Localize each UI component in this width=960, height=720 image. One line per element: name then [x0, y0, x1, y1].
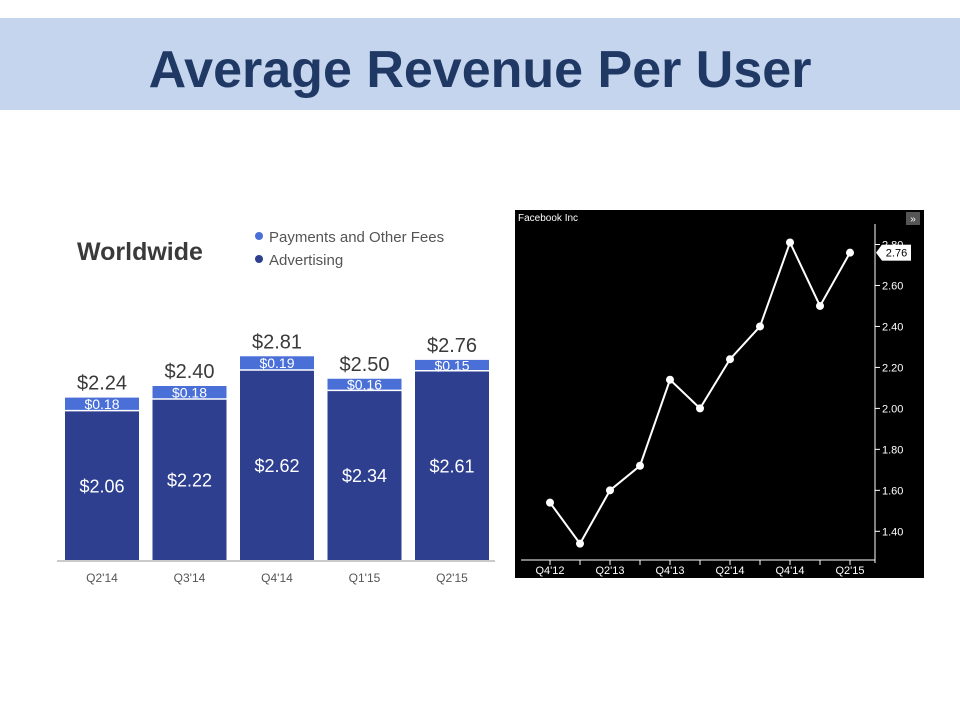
expand-button-label: »: [910, 214, 916, 225]
x-tick-label: Q2'13: [595, 565, 624, 577]
line-chart-panel: [515, 210, 924, 578]
legend-advertising-label: Advertising: [269, 252, 343, 269]
last-value-tag: [882, 244, 911, 261]
bar-payments: [240, 356, 314, 371]
arpu-data-point: [606, 486, 614, 495]
arpu-data-point: [756, 322, 764, 331]
last-value-label: 2.76: [886, 248, 907, 260]
total-value-label: $2.50: [339, 354, 389, 376]
total-value-label: $2.40: [164, 361, 214, 383]
y-tick-label: 1.40: [882, 526, 903, 538]
expand-button[interactable]: [906, 212, 920, 225]
x-category-label: Q4'14: [261, 571, 293, 585]
legend-payments-label: Payments and Other Fees: [269, 229, 444, 246]
bar-payments: [327, 378, 402, 391]
advertising-value-label: $2.62: [254, 456, 299, 476]
slide-title: Average Revenue Per User: [148, 41, 812, 99]
bar-payments: [152, 386, 227, 400]
y-tick-label: 2.60: [882, 280, 903, 292]
advertising-value-label: $2.22: [167, 471, 212, 491]
x-tick-label: Q2'14: [715, 565, 744, 577]
payments-value-label: $0.16: [347, 377, 382, 393]
bar-marks: $2.06$0.18$2.24Q2'14$2.22$0.18$2.40Q3'14…: [65, 331, 489, 585]
y-tick-label: 2.20: [882, 362, 903, 374]
arpu-data-point: [546, 498, 554, 507]
payments-value-label: $0.19: [259, 355, 294, 371]
arpu-data-point: [696, 404, 704, 413]
last-value-pointer: [876, 244, 882, 261]
arpu-data-point: [666, 375, 674, 384]
title-band: Average Revenue Per User: [0, 18, 960, 110]
bar-chart-title: Worldwide: [77, 238, 203, 266]
worldwide-arpu-bar-chart: Worldwide Payments and Other Fees Advert…: [57, 229, 495, 585]
line-chart-title: Facebook Inc: [518, 213, 578, 224]
line-chart-marks: 2.76: [546, 238, 911, 548]
line-chart-axes: 1.401.601.802.002.202.402.602.80Q4'12Q2'…: [535, 239, 903, 577]
bar-advertising: [240, 370, 314, 560]
x-tick-label: Q2'15: [835, 565, 864, 577]
bar-advertising: [327, 390, 402, 560]
x-category-label: Q1'15: [349, 571, 381, 585]
x-tick-label: Q4'13: [655, 565, 684, 577]
arpu-data-point: [816, 301, 824, 310]
arpu-data-point: [636, 461, 644, 470]
x-tick-label: Q4'14: [775, 565, 804, 577]
bar-payments: [415, 359, 489, 371]
bar-advertising: [152, 399, 227, 560]
bar-advertising: [415, 370, 489, 560]
x-tick-label: Q4'12: [535, 565, 564, 577]
total-value-label: $2.24: [77, 373, 127, 395]
legend-advertising-marker: [255, 255, 263, 263]
bar-advertising: [65, 410, 139, 560]
arpu-data-point: [786, 238, 794, 247]
x-category-label: Q2'14: [86, 571, 118, 585]
total-value-label: $2.76: [427, 335, 477, 357]
legend-payments-marker: [255, 232, 263, 240]
arpu-data-point: [726, 355, 734, 364]
facebook-arpu-line-chart: Facebook Inc » 1.40 1.60 1.80 2.00 2.20 2.40 2…: [515, 210, 924, 578]
advertising-value-label: $2.61: [429, 456, 474, 476]
y-tick-label: 1.80: [882, 444, 903, 456]
advertising-value-label: $2.34: [342, 466, 387, 486]
payments-value-label: $0.18: [84, 396, 119, 412]
x-category-label: Q3'14: [174, 571, 206, 585]
y-tick-label: 2.40: [882, 321, 903, 333]
payments-value-label: $0.18: [172, 385, 207, 401]
y-tick-label: 2.00: [882, 403, 903, 415]
y-tick-label: 1.60: [882, 485, 903, 497]
x-category-label: Q2'15: [436, 571, 468, 585]
advertising-value-label: $2.06: [79, 476, 124, 496]
payments-value-label: $0.15: [434, 357, 469, 373]
arpu-data-point: [846, 248, 854, 257]
arpu-data-point: [576, 539, 584, 548]
bar-payments: [65, 397, 139, 411]
total-value-label: $2.81: [252, 331, 302, 353]
